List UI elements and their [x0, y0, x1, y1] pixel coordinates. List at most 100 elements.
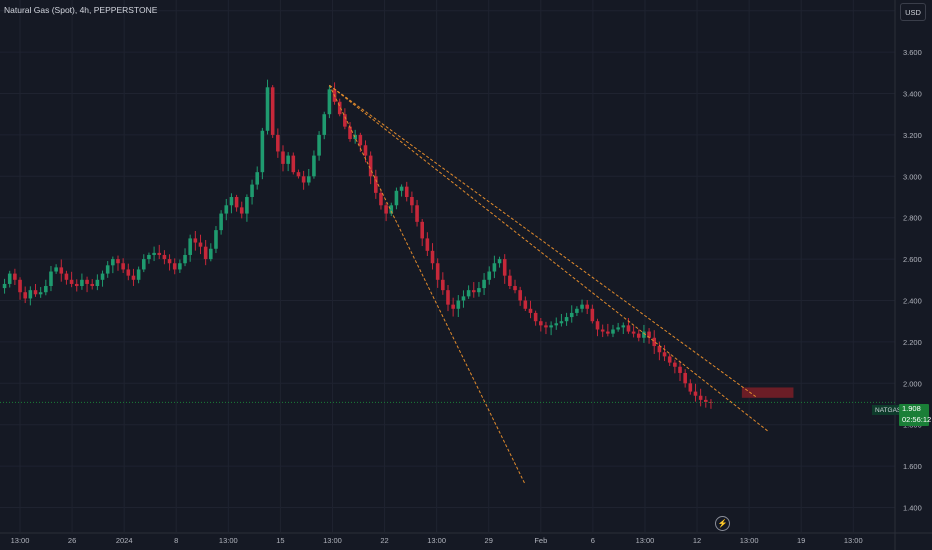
candle-body: [23, 292, 27, 299]
candle-body: [606, 331, 610, 334]
candle-body: [265, 87, 270, 131]
x-tick-label: 13:00: [427, 536, 446, 545]
candle-body: [69, 279, 74, 284]
candle-body: [379, 192, 383, 206]
candle-body: [523, 300, 528, 309]
candle-body: [539, 321, 543, 326]
candle-body: [312, 155, 316, 177]
candle-body: [100, 273, 105, 280]
candle-body: [471, 290, 476, 293]
candle-body: [482, 279, 486, 289]
candle-body: [214, 230, 218, 249]
candle-body: [317, 134, 321, 156]
candle-body: [49, 271, 53, 287]
y-tick-label: 3.600: [903, 48, 922, 57]
candle-body: [276, 134, 280, 152]
candle-body: [260, 130, 265, 173]
trendline: [329, 84, 768, 432]
y-tick-label: 1.400: [903, 504, 922, 513]
candle-body: [281, 151, 285, 164]
trendline: [328, 85, 526, 485]
symbol-tag: NATGAS: [872, 405, 905, 415]
candle-body: [374, 176, 378, 193]
x-tick-label: 19: [797, 536, 805, 545]
candle-body: [683, 372, 687, 384]
candle-body: [657, 346, 662, 353]
candle-body: [410, 197, 414, 206]
candle-body: [90, 283, 95, 287]
candle-body: [337, 101, 342, 115]
candle-body: [141, 259, 146, 270]
candle-body: [580, 304, 584, 309]
candle-body: [384, 205, 388, 214]
last-price-value: 1.908: [902, 404, 921, 413]
candle-body: [399, 186, 404, 191]
candle-body: [667, 356, 672, 363]
candle-body: [348, 126, 352, 140]
candle-body: [595, 321, 600, 330]
trendline: [329, 84, 758, 399]
candle-body: [389, 205, 394, 214]
candle-body: [2, 283, 7, 289]
candle-body: [585, 304, 589, 309]
candle-body: [322, 114, 327, 135]
chart-title: Natural Gas (Spot), 4h, PEPPERSTONE: [4, 5, 158, 15]
x-tick-label: 8: [174, 536, 178, 545]
candle-body: [85, 279, 89, 284]
candle-body: [121, 263, 125, 270]
candle-body: [508, 275, 512, 287]
y-tick-label: 3.200: [903, 131, 922, 140]
candle-body: [518, 290, 522, 301]
x-tick-label: Feb: [534, 536, 547, 545]
x-tick-label: 13:00: [11, 536, 30, 545]
candle-body: [157, 252, 162, 255]
candle-body: [642, 331, 646, 338]
y-tick-label: 2.600: [903, 255, 922, 264]
candle-body: [420, 221, 425, 239]
candle-body: [59, 267, 64, 274]
candle-body: [172, 263, 177, 270]
candle-body: [456, 300, 461, 309]
candle-body: [152, 252, 156, 255]
lightning-icon[interactable]: ⚡: [715, 516, 730, 531]
candle-body: [7, 273, 12, 284]
candle-body: [38, 292, 43, 295]
candle-body: [116, 259, 120, 264]
candle-body: [404, 186, 409, 198]
candle-body: [54, 267, 58, 272]
candle-body: [575, 308, 579, 313]
candle-body: [435, 263, 440, 280]
candle-body: [564, 317, 569, 322]
candle-body: [662, 352, 667, 357]
candle-body: [301, 176, 306, 183]
candle-body: [626, 325, 631, 332]
candle-body: [245, 197, 249, 214]
candle-body: [291, 155, 296, 173]
candle-body: [270, 87, 275, 135]
y-tick-label: 2.200: [903, 338, 922, 347]
candle-body: [358, 134, 363, 146]
candle-body: [18, 279, 22, 293]
candle-body: [183, 254, 187, 264]
candle-body: [533, 312, 538, 322]
candle-body: [105, 265, 110, 274]
candle-body: [688, 383, 693, 392]
candle-body: [652, 337, 657, 347]
candle-body: [111, 259, 115, 266]
candle-body: [549, 325, 553, 328]
currency-button[interactable]: USD: [900, 3, 926, 21]
candle-body: [621, 325, 626, 328]
candle-body: [343, 114, 347, 127]
candle-body: [224, 205, 229, 214]
x-tick-label: 6: [591, 536, 595, 545]
x-tick-label: 13:00: [636, 536, 655, 545]
x-tick-label: 26: [68, 536, 76, 545]
bar-countdown: 02:56:12: [902, 414, 932, 424]
candle-body: [647, 331, 651, 338]
candle-body: [209, 248, 213, 260]
y-tick-label: 2.800: [903, 214, 922, 223]
candle-body: [631, 331, 636, 334]
candle-body: [673, 362, 677, 367]
candle-body: [250, 184, 254, 198]
